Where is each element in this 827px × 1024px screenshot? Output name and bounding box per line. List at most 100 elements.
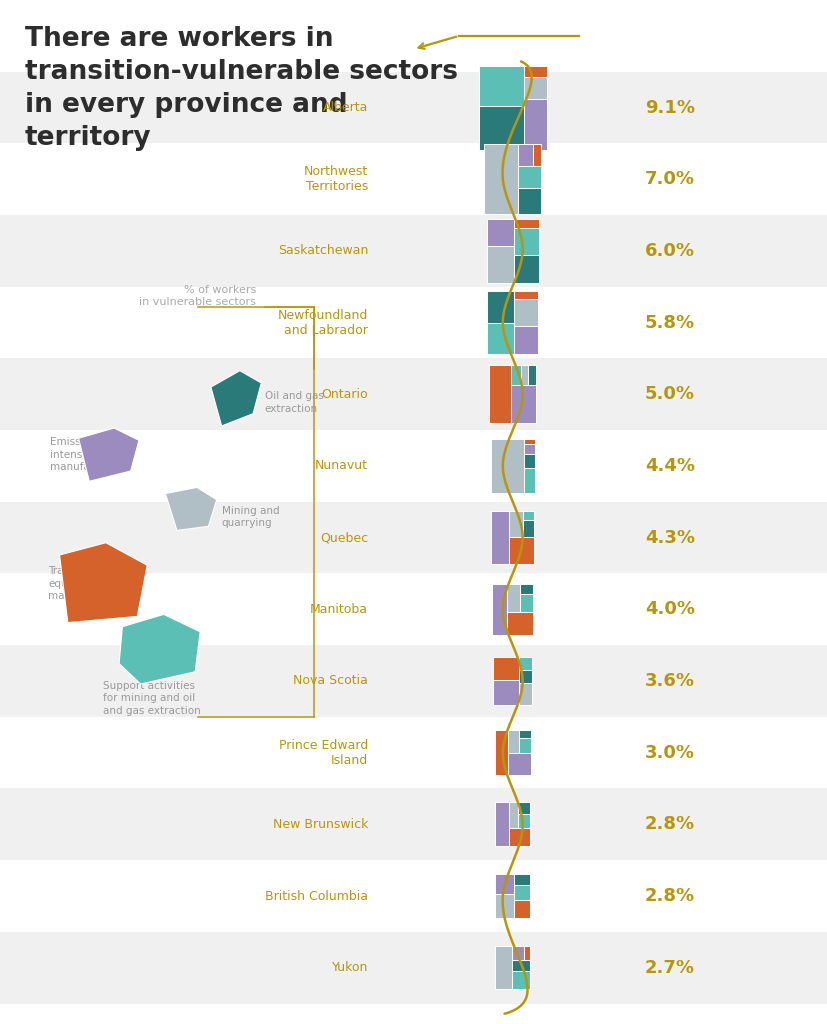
Text: There are workers in
transition-vulnerable sectors
in every province and
territo: There are workers in transition-vulnerab… — [25, 26, 458, 151]
Bar — [508, 730, 519, 753]
Text: Nova Scotia: Nova Scotia — [293, 675, 368, 687]
Bar — [492, 584, 507, 635]
Bar — [0, 860, 827, 932]
Text: New Brunswick: New Brunswick — [273, 818, 368, 830]
Bar — [524, 454, 534, 468]
Bar — [520, 584, 533, 594]
Bar — [519, 814, 530, 828]
Bar — [0, 788, 827, 860]
Text: Oil and gas
extraction: Oil and gas extraction — [265, 391, 323, 414]
Bar — [514, 327, 538, 354]
Bar — [0, 502, 827, 573]
Bar — [479, 66, 523, 106]
Bar — [0, 215, 827, 287]
Bar — [507, 584, 520, 612]
Text: Ontario: Ontario — [322, 388, 368, 400]
Bar — [528, 366, 536, 385]
Bar — [487, 246, 514, 283]
Bar — [509, 803, 519, 828]
Bar — [495, 894, 514, 918]
Bar — [493, 680, 519, 706]
Bar — [491, 511, 509, 564]
Bar — [524, 946, 530, 959]
Bar — [0, 358, 827, 430]
Polygon shape — [79, 428, 139, 481]
Bar — [495, 730, 508, 775]
Bar — [495, 874, 514, 894]
Text: Newfoundland
and Labrador: Newfoundland and Labrador — [278, 308, 368, 337]
Text: 6.0%: 6.0% — [645, 242, 695, 260]
Bar — [518, 144, 533, 166]
Bar — [524, 439, 534, 443]
Bar — [519, 803, 530, 814]
Text: Mining and
quarrying: Mining and quarrying — [222, 506, 280, 528]
Text: 2.7%: 2.7% — [645, 958, 695, 977]
Text: Alberta: Alberta — [323, 101, 368, 114]
Bar — [509, 511, 523, 537]
Bar — [519, 738, 531, 753]
Text: Nunavut: Nunavut — [315, 460, 368, 472]
Text: 5.8%: 5.8% — [645, 313, 696, 332]
Bar — [523, 511, 534, 519]
Bar — [518, 188, 541, 214]
Polygon shape — [60, 543, 147, 623]
Bar — [514, 255, 538, 283]
Bar — [508, 753, 531, 775]
Bar — [512, 971, 530, 989]
Bar — [487, 291, 514, 323]
Bar — [0, 430, 827, 502]
Bar — [507, 612, 533, 635]
Text: Yukon: Yukon — [332, 962, 368, 974]
Bar — [511, 366, 520, 385]
Text: 5.0%: 5.0% — [645, 385, 695, 403]
Bar — [524, 468, 534, 493]
Bar — [524, 443, 534, 454]
Text: % of workers
in vulnerable sectors: % of workers in vulnerable sectors — [140, 285, 256, 307]
Bar — [514, 291, 538, 299]
Text: Transportation
equipment
manufacturing: Transportation equipment manufacturing — [48, 566, 125, 601]
Bar — [520, 594, 533, 612]
Text: Saskatchewan: Saskatchewan — [278, 245, 368, 257]
Bar — [512, 959, 530, 971]
Bar — [487, 323, 514, 354]
Bar — [0, 72, 827, 143]
Bar — [509, 828, 530, 846]
Bar — [0, 932, 827, 1004]
Bar — [0, 645, 827, 717]
Bar — [487, 219, 514, 246]
Bar — [519, 683, 533, 706]
Bar — [490, 366, 511, 423]
Bar — [514, 299, 538, 327]
Text: 9.1%: 9.1% — [645, 98, 695, 117]
Text: 7.0%: 7.0% — [645, 170, 695, 188]
Bar — [514, 885, 530, 900]
Text: Quebec: Quebec — [320, 531, 368, 544]
Text: British Columbia: British Columbia — [265, 890, 368, 902]
Bar — [519, 670, 533, 683]
Polygon shape — [211, 371, 261, 426]
Polygon shape — [165, 487, 217, 530]
Text: 3.6%: 3.6% — [645, 672, 695, 690]
Bar — [485, 144, 518, 214]
Bar — [523, 519, 534, 537]
Bar — [523, 66, 547, 77]
Bar — [514, 228, 538, 255]
Text: 2.8%: 2.8% — [645, 815, 696, 834]
Text: Emissions
intensive
manufacturing: Emissions intensive manufacturing — [50, 437, 127, 472]
Text: Prince Edward
Island: Prince Edward Island — [279, 738, 368, 767]
Bar — [518, 166, 541, 188]
Bar — [0, 143, 827, 215]
Bar — [519, 730, 531, 738]
Text: Manitoba: Manitoba — [310, 603, 368, 615]
Text: 4.4%: 4.4% — [645, 457, 695, 475]
Bar — [520, 366, 528, 385]
Bar — [491, 439, 524, 493]
Bar — [495, 803, 509, 846]
Text: Support activities
for mining and oil
and gas extraction: Support activities for mining and oil an… — [103, 681, 201, 716]
Text: Northwest
Territories: Northwest Territories — [304, 165, 368, 194]
Bar — [511, 385, 536, 423]
Bar — [479, 106, 523, 150]
Bar — [514, 900, 530, 918]
Bar — [495, 946, 512, 989]
Text: 2.8%: 2.8% — [645, 887, 696, 905]
